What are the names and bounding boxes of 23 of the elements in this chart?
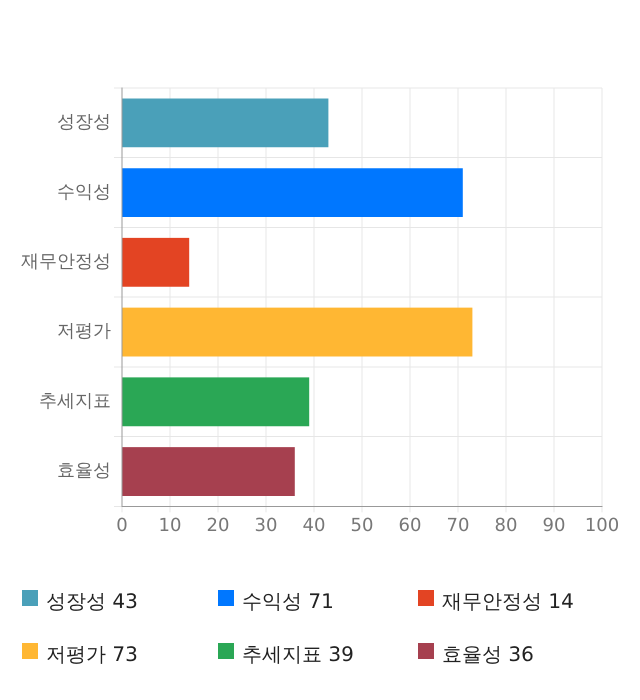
y-tick-label: 수익성 xyxy=(57,181,111,202)
x-tick-label: 50 xyxy=(350,514,374,536)
category-label: 저평가 73 xyxy=(46,642,138,666)
y-tick-label: 성장성 xyxy=(57,112,111,133)
x-tick-label: 60 xyxy=(398,514,422,536)
category-label: 효율성 36 xyxy=(442,642,534,666)
x-tick-label: 90 xyxy=(542,514,566,536)
x-tick-label: 30 xyxy=(254,514,278,536)
y-tick-label: 재무안정성 xyxy=(21,251,111,272)
y-tick-label: 저평가 xyxy=(57,320,111,342)
x-tick-label: 100 xyxy=(584,514,620,536)
x-tick-label: 0 xyxy=(116,514,128,536)
category-label: 추세지표 39 xyxy=(242,642,354,666)
category-label: 성장성 43 xyxy=(46,589,138,613)
x-tick-label: 80 xyxy=(494,514,518,536)
x-tick-label: 20 xyxy=(206,514,230,536)
y-tick-label: 효율성 xyxy=(57,460,111,482)
category-label: 재무안정성 14 xyxy=(442,589,574,613)
x-tick-label: 40 xyxy=(302,514,326,536)
y-tick-label: 추세지표 xyxy=(39,390,111,412)
x-tick-label: 10 xyxy=(158,514,182,536)
category-label: 수익성 71 xyxy=(242,589,334,613)
x-tick-label: 70 xyxy=(446,514,470,536)
